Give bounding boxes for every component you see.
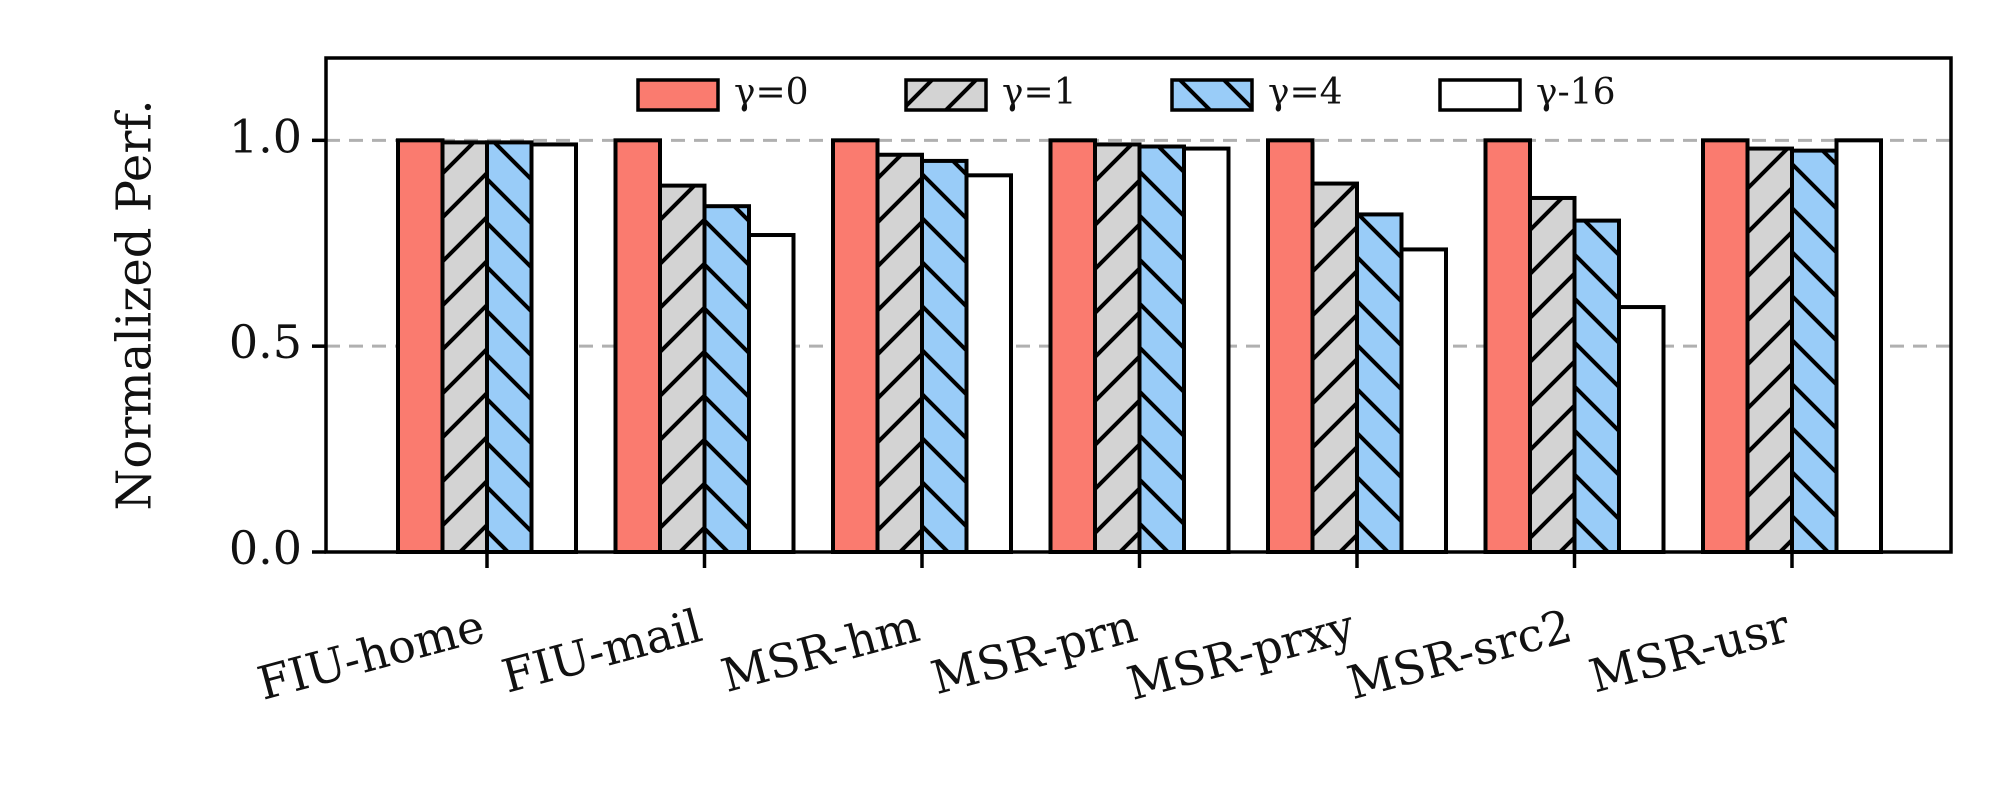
x-tick-label-6: MSR-usr [1584,598,1795,703]
legend-swatch-fill-0 [638,80,718,110]
legend-swatch-hatch-1 [906,80,986,110]
bars-group [396,138,1883,555]
x-tick-label-5: MSR-src2 [1342,598,1578,710]
x-tick-label-4: MSR-prxy [1122,598,1360,710]
bar-msr-hm-s1-hatch [877,154,922,552]
legend-label-1: γ=1 [1002,72,1077,113]
bar-fiu-mail-s1-hatch [660,185,705,552]
bar-msr-src2-s3-fill [1619,307,1664,552]
bar-fiu-mail-s2-hatch [704,206,749,552]
y-tick-label-2: 1.0 [229,109,302,163]
bar-msr-prn-s0-fill [1050,140,1095,553]
y-axis-ticks: 0.0 0.5 1.0 [229,109,326,575]
bar-msr-prxy-s1-hatch [1312,183,1357,552]
bar-msr-prxy-s3-fill [1401,249,1446,553]
legend-swatch-fill-3 [1440,80,1520,110]
bar-msr-prn-s3-fill [1184,148,1229,553]
x-axis-ticks: FIU-home FIU-mail MSR-hm MSR-prnMSR-prxyMSR… [252,552,1795,711]
bar-fiu-home-s0-fill [398,140,443,553]
legend-label-2: γ=4 [1268,72,1343,113]
bar-msr-prxy-s2-hatch [1357,214,1402,552]
bar-msr-hm-s3-fill [966,175,1011,552]
bar-msr-usr-s2-hatch [1792,150,1837,552]
x-tick-label-1: FIU-mail [496,598,707,703]
bar-fiu-mail-s0-fill [615,140,660,553]
bar-msr-src2-s1-hatch [1530,197,1575,552]
bar-msr-hm-s2-hatch [922,160,967,552]
x-tick-label-0: FIU-home [252,598,490,710]
bar-fiu-mail-s3-fill [749,235,794,552]
bar-msr-src2-s0-fill [1485,140,1530,553]
bar-msr-usr-s1-hatch [1747,148,1792,553]
legend: γ=0 γ=1 γ=4 γ-16 [636,72,1616,113]
legend-swatch-0 [636,78,720,112]
x-tick-label-2: MSR-hm [716,598,925,702]
bar-msr-prxy-s0-fill [1268,140,1313,553]
legend-swatch-1 [904,78,988,112]
bar-msr-usr-s3-fill [1836,140,1881,553]
legend-swatch-3 [1438,78,1522,112]
y-tick-label-0: 0.0 [229,521,302,575]
bar-msr-src2-s2-hatch [1574,220,1619,552]
bar-msr-hm-s0-fill [833,140,878,553]
bar-msr-prn-s2-hatch [1139,146,1184,552]
bar-fiu-home-s1-hatch [442,142,487,552]
bar-msr-usr-s0-fill [1703,140,1748,553]
bar-msr-prn-s1-hatch [1095,144,1140,552]
x-tick-label-3: MSR-prn [926,598,1143,704]
bar-fiu-home-s2-hatch [487,142,532,552]
legend-label-0: γ=0 [734,72,809,113]
bar-fiu-home-s3-fill [531,144,576,552]
y-axis-label: Normalized Perf. [107,99,163,510]
legend-swatch-hatch-2 [1172,80,1252,110]
legend-label-3: γ-16 [1536,72,1616,113]
y-tick-label-1: 0.5 [229,315,302,369]
legend-swatch-2 [1170,78,1254,112]
